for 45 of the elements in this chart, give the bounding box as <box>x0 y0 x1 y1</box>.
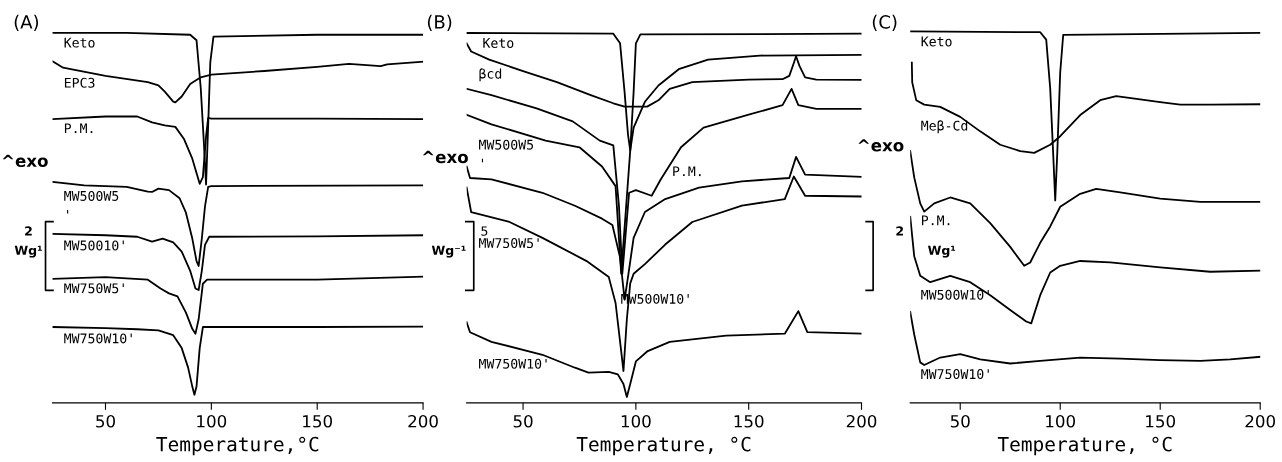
x-tick-label: 50 <box>96 414 115 428</box>
annotation: ^exo <box>858 139 904 152</box>
series-label: MW750W5' <box>64 283 124 294</box>
series-label: MW750W10' <box>64 333 132 344</box>
x-tick-label: 100 <box>197 414 227 428</box>
series-label: EPC3 <box>64 77 95 88</box>
x-axis-title: Temperature, °C <box>576 436 751 456</box>
series-label: βcd <box>479 68 502 82</box>
series-label: MW750W5' <box>479 238 539 249</box>
x-axis-title: Temperature,°C <box>156 436 319 456</box>
x-tick-label: 150 <box>303 414 332 428</box>
x-tick-label: 150 <box>1146 414 1176 428</box>
x-tick-label: 150 <box>734 414 764 428</box>
x-tick-label: 50 <box>513 414 533 428</box>
text: Wg¹ <box>14 245 42 258</box>
series-label: MW750W10' <box>921 369 989 380</box>
chart-title: (A) <box>14 14 39 31</box>
x-tick-label: 50 <box>950 414 970 428</box>
text: ^exo <box>2 154 48 168</box>
annotation: 5 <box>481 226 488 236</box>
annotation: Wg¹ <box>927 245 956 258</box>
x-tick-label: 100 <box>1046 414 1076 428</box>
series-label: P.M. <box>64 123 93 134</box>
x-tick-label: 200 <box>408 414 438 428</box>
series-label: Keto <box>64 37 95 48</box>
text: Wg⁻¹ <box>431 245 466 258</box>
series-label: Meβ-Cd <box>921 120 968 134</box>
x-axis-title: Temperature, °C <box>997 436 1172 456</box>
x-tick-label: 100 <box>621 414 651 428</box>
series-label: Keto <box>921 36 952 47</box>
text: 2 <box>896 226 903 236</box>
series-label: P.M. <box>921 215 950 226</box>
series-label: MW750W10' <box>479 358 547 369</box>
x-tick-label: 200 <box>1245 414 1275 428</box>
series-label: Keto <box>483 38 514 48</box>
annotation: ^exo <box>422 150 468 164</box>
chart-title: (B) <box>427 14 452 31</box>
series-label: P.M. <box>673 166 701 177</box>
series-label: MW50010' <box>64 240 124 251</box>
chart-title: (C) <box>872 14 897 31</box>
x-tick-label: 200 <box>846 414 877 428</box>
series-label: MW500W10' <box>921 289 989 300</box>
text: 2 <box>25 226 32 236</box>
series-label: MW500W5 ' <box>64 190 119 214</box>
series-label: MW500W5 ' <box>479 139 534 163</box>
